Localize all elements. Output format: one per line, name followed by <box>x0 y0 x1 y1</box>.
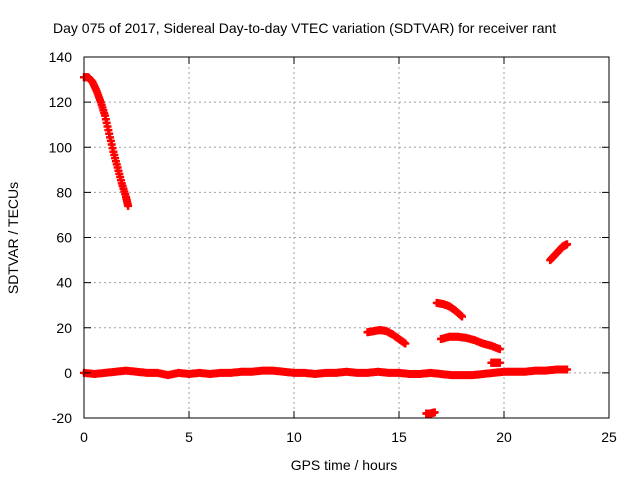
x-tick-label: 15 <box>391 429 407 445</box>
ticks: 0 5 10 15 20 25 -20 0 20 40 60 80 100 120 140 <box>49 49 617 445</box>
data-point <box>430 408 439 417</box>
y-tick-label: 140 <box>49 49 73 65</box>
y-axis-label: SDTVAR / TECUs <box>5 182 21 294</box>
series-baseline <box>80 365 571 380</box>
x-tick-label: 20 <box>496 429 512 445</box>
data-layer <box>80 73 571 418</box>
series-pass-16h-low <box>422 408 439 418</box>
y-tick-label: 60 <box>56 230 72 246</box>
y-tick-label: -20 <box>52 410 72 426</box>
series-early-pass <box>80 73 133 210</box>
x-tick-label: 5 <box>185 429 193 445</box>
y-tick-label: 20 <box>56 320 72 336</box>
series-pass-14h <box>363 326 410 348</box>
data-point <box>458 312 466 321</box>
y-tick-label: 80 <box>56 184 72 200</box>
data-point <box>124 201 133 210</box>
x-tick-label: 10 <box>286 429 302 445</box>
chart-title: Day 075 of 2017, Sidereal Day-to-day VTE… <box>53 20 556 36</box>
y-tick-label: 120 <box>49 94 73 110</box>
y-tick-label: 40 <box>56 275 72 291</box>
data-point <box>563 365 571 374</box>
x-tick-label: 0 <box>80 429 88 445</box>
series-pass-18h <box>437 332 504 354</box>
series-pass-22h <box>546 240 571 265</box>
y-tick-label: 0 <box>64 365 72 381</box>
y-tick-label: 100 <box>49 139 73 155</box>
grid <box>84 57 609 418</box>
data-point <box>563 240 571 249</box>
x-tick-label: 25 <box>601 429 617 445</box>
series-short-19h <box>487 358 504 367</box>
data-point <box>495 345 504 354</box>
series-pass-17h <box>432 298 466 321</box>
data-point <box>401 339 410 348</box>
data-point <box>495 358 504 367</box>
x-axis-label: GPS time / hours <box>291 457 398 473</box>
